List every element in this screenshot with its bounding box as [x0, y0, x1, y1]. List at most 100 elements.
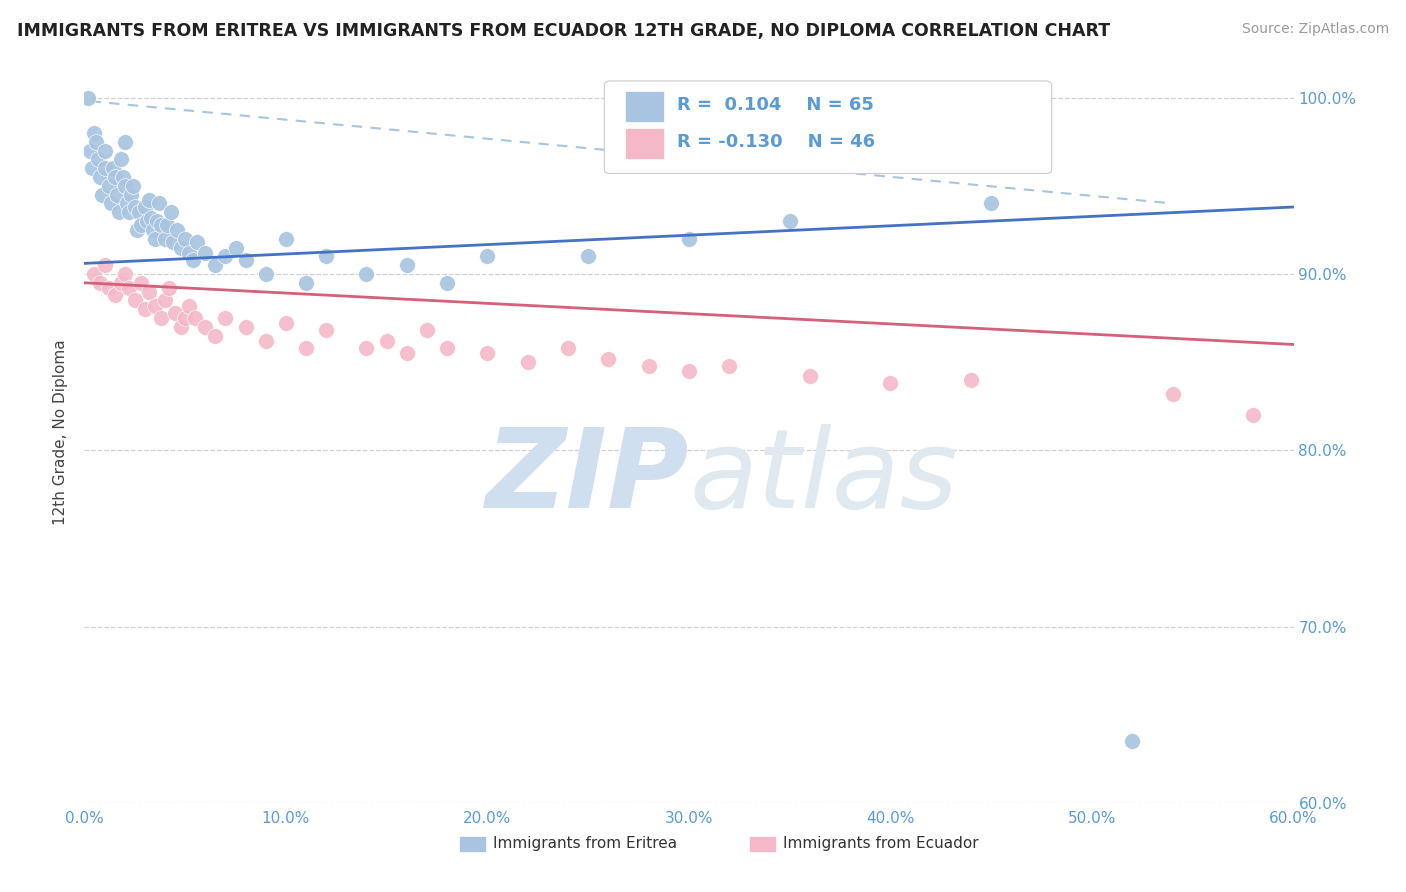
Point [114, 178, 136, 193]
Point [166, 223, 188, 237]
Point [1121, 734, 1143, 748]
Text: ZIP: ZIP [485, 424, 689, 531]
Point [576, 249, 599, 263]
Point [356, 341, 378, 355]
Point [678, 232, 700, 246]
Point [125, 223, 148, 237]
Text: Immigrants from Ecuador: Immigrants from Ecuador [783, 836, 979, 851]
Point [194, 245, 217, 260]
Point [134, 302, 156, 317]
Point [142, 223, 165, 237]
Point [114, 267, 136, 281]
Point [170, 319, 193, 334]
Point [110, 153, 132, 167]
FancyBboxPatch shape [605, 81, 1052, 173]
Point [477, 346, 499, 360]
Point [146, 214, 169, 228]
Point [121, 178, 143, 193]
FancyBboxPatch shape [624, 91, 664, 122]
Point [179, 299, 201, 313]
Point [91, 187, 114, 202]
Point [170, 240, 193, 254]
Point [93, 258, 115, 272]
Point [149, 311, 172, 326]
Point [779, 214, 801, 228]
Point [111, 169, 134, 184]
Point [718, 359, 741, 373]
Point [165, 306, 187, 320]
Point [89, 276, 111, 290]
Point [153, 293, 176, 308]
Point [83, 126, 105, 140]
Point [107, 205, 129, 219]
Point [97, 178, 120, 193]
Point [77, 91, 100, 105]
Point [436, 276, 458, 290]
Point [139, 211, 162, 225]
Point [254, 267, 277, 281]
Point [204, 328, 226, 343]
Point [186, 235, 208, 250]
Point [477, 249, 499, 263]
Point [637, 359, 659, 373]
Point [799, 369, 821, 384]
Point [156, 218, 179, 232]
Text: R = -0.130    N = 46: R = -0.130 N = 46 [676, 134, 875, 152]
Point [153, 232, 176, 246]
Text: R =  0.104    N = 65: R = 0.104 N = 65 [676, 95, 873, 113]
Point [149, 218, 172, 232]
Point [204, 258, 226, 272]
Point [135, 214, 157, 228]
Point [93, 161, 115, 176]
Point [128, 205, 150, 219]
Point [416, 323, 439, 337]
Point [104, 288, 127, 302]
FancyBboxPatch shape [624, 128, 664, 160]
Point [83, 267, 105, 281]
Point [114, 135, 136, 149]
Point [225, 240, 247, 254]
Point [436, 341, 458, 355]
Point [295, 276, 318, 290]
Point [516, 355, 538, 369]
Point [274, 232, 297, 246]
Point [101, 161, 124, 176]
Point [295, 341, 318, 355]
Point [124, 293, 146, 308]
Point [86, 135, 108, 149]
Point [157, 281, 180, 295]
Point [118, 205, 141, 219]
Text: atlas: atlas [689, 424, 957, 531]
Point [678, 364, 700, 378]
Point [184, 311, 207, 326]
Point [194, 319, 217, 334]
FancyBboxPatch shape [460, 836, 486, 853]
Point [879, 376, 901, 391]
Point [179, 245, 201, 260]
Point [129, 276, 152, 290]
Text: IMMIGRANTS FROM ERITREA VS IMMIGRANTS FROM ECUADOR 12TH GRADE, NO DIPLOMA CORREL: IMMIGRANTS FROM ERITREA VS IMMIGRANTS FR… [17, 22, 1109, 40]
Point [598, 351, 620, 366]
Point [118, 281, 141, 295]
Point [235, 319, 257, 334]
Point [129, 218, 152, 232]
Point [1241, 408, 1264, 422]
Point [395, 258, 418, 272]
Point [274, 316, 297, 330]
Point [97, 281, 120, 295]
Point [100, 196, 122, 211]
Text: Source: ZipAtlas.com: Source: ZipAtlas.com [1241, 22, 1389, 37]
Point [395, 346, 418, 360]
Point [148, 196, 170, 211]
Point [105, 187, 128, 202]
Point [115, 196, 138, 211]
Point [110, 276, 132, 290]
Point [89, 169, 111, 184]
Point [960, 373, 983, 387]
Point [124, 200, 146, 214]
Point [160, 205, 183, 219]
FancyBboxPatch shape [749, 836, 776, 853]
Point [134, 200, 156, 214]
Point [143, 232, 166, 246]
Point [1161, 387, 1184, 401]
